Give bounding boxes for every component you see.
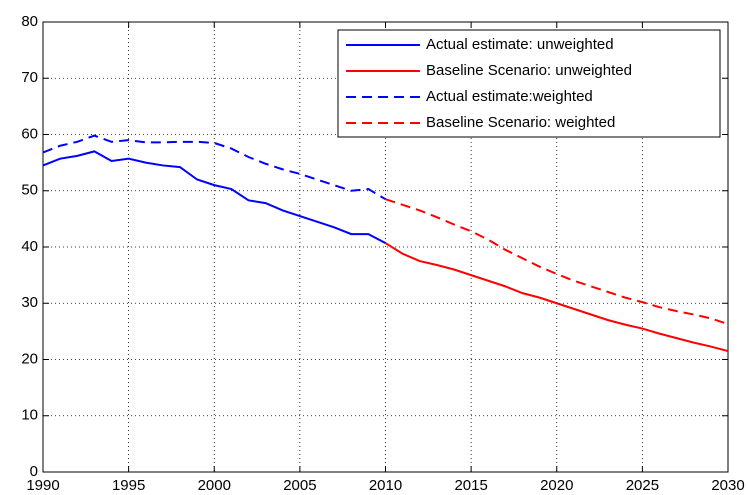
x-tick-label: 1995 [112,477,145,494]
y-tick-label: 70 [21,69,38,86]
y-tick-label: 30 [21,294,38,311]
line-series [42,150,386,244]
y-tick-label: 60 [21,125,38,142]
legend-label: Actual estimate:weighted [426,88,593,105]
legend-label: Baseline Scenario: unweighted [426,62,632,79]
y-tick-label: 10 [21,407,38,424]
x-tick-label: 1990 [26,477,59,494]
legend-box [337,29,721,138]
y-tick-label: 0 [30,463,38,480]
y-tick-label: 40 [21,238,38,255]
line-series [384,242,729,353]
x-tick-label: 2005 [283,477,316,494]
x-tick-label: 2025 [626,477,659,494]
x-tick-label: 2015 [454,477,487,494]
x-tick-label: 2020 [540,477,573,494]
legend-label: Actual estimate: unweighted [426,36,614,53]
y-tick-label: 50 [21,182,38,199]
x-tick-label: 2010 [369,477,402,494]
y-tick-label: 20 [21,350,38,367]
y-tick-label: 80 [21,13,38,30]
line-series [385,198,729,326]
x-tick-label: 2030 [711,477,744,494]
x-tick-label: 2000 [198,477,231,494]
line-series [42,134,387,201]
legend-label: Baseline Scenario: weighted [426,114,615,131]
